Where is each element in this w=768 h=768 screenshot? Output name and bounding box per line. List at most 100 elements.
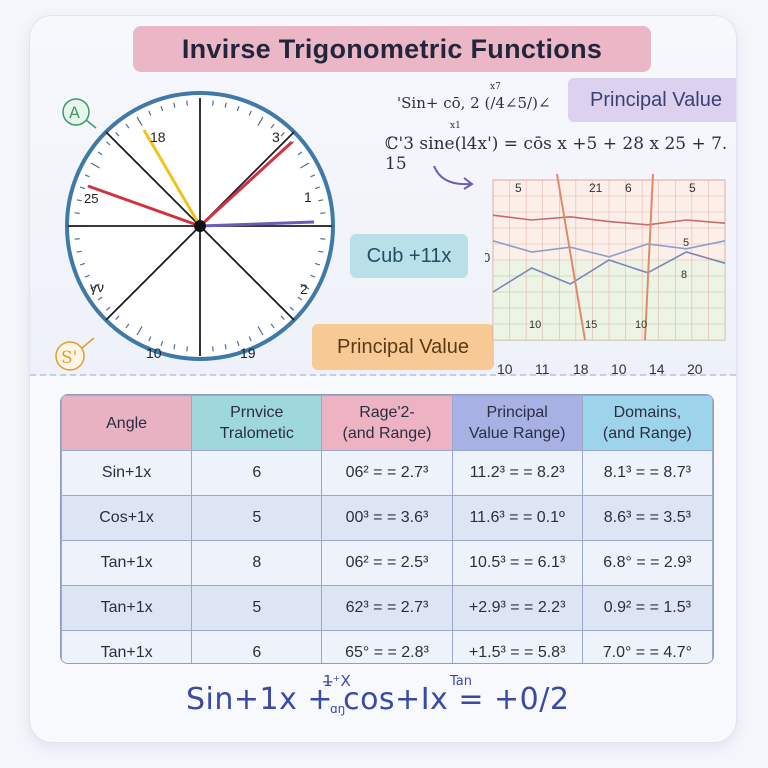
clock-label-10: 10 xyxy=(146,345,162,361)
tick-mark xyxy=(160,340,164,347)
tick-mark xyxy=(297,296,303,301)
diag-lr xyxy=(199,225,295,321)
purple-vector xyxy=(199,220,315,228)
section-divider xyxy=(30,374,736,376)
chart-x-tick-label: 18 xyxy=(573,361,589,376)
tick-mark xyxy=(320,238,326,240)
tick-mark xyxy=(115,131,120,137)
cell-domain: 8.1³ = = 8.7³ xyxy=(581,450,713,496)
cell-domain: 6.8° = = 2.9³ xyxy=(581,540,713,586)
tick-mark xyxy=(300,162,310,169)
tick-mark xyxy=(90,162,100,169)
table-row: Tan+1x 6 65° = = 2.8³ +1.5³ = = 5.8³ 7.0… xyxy=(61,630,713,663)
cell-angle: Cos+1x xyxy=(61,495,193,541)
clock-label-1: 1 xyxy=(304,189,312,205)
clock-label-25: 25 xyxy=(84,191,98,206)
tick-mark xyxy=(289,306,295,311)
clock-label-gamma: γν xyxy=(90,279,104,295)
cell-prnvice: 5 xyxy=(191,585,323,631)
chart-grid xyxy=(492,179,726,341)
cell-principal: 10.5³ = = 6.1³ xyxy=(451,540,583,586)
cell-principal: 11.6³ = = 0.1º xyxy=(451,495,583,541)
tick-mark xyxy=(84,174,90,178)
chart-top-label: 6 xyxy=(625,181,632,195)
center-dot xyxy=(194,220,206,232)
formula-line-1-superscript: x7 xyxy=(490,82,501,92)
cell-principal: +2.9³ = = 2.2³ xyxy=(451,585,583,631)
chart-series-line-0 xyxy=(492,240,726,258)
svg-text:S': S' xyxy=(61,348,77,368)
tick-mark xyxy=(224,102,227,108)
cell-range: 06² = = 2.5³ xyxy=(321,540,453,586)
tick-mark xyxy=(248,336,252,342)
tick-mark xyxy=(236,340,240,347)
red-vector-right xyxy=(198,140,294,228)
a-badge-icon: A xyxy=(62,98,97,129)
chart-x-tick-label: 11 xyxy=(535,361,550,376)
tick-mark xyxy=(314,262,321,266)
function-table: Angle Prnvice Tralometic Rage'2- (and Rang… xyxy=(60,394,714,664)
axis-lines xyxy=(68,98,332,356)
chart-series-line-2 xyxy=(492,251,726,293)
cell-range: 00³ = = 3.6³ xyxy=(321,495,453,541)
page-title: Invirse Trigonometric Functions xyxy=(181,33,603,64)
chart-top-label: 5 xyxy=(689,181,696,195)
tick-mark xyxy=(212,346,214,352)
tick-mark xyxy=(297,151,303,156)
tick-mark xyxy=(257,326,264,336)
cell-angle: Tan+1x xyxy=(61,585,193,631)
cell-principal: 11.2³ = = 8.2³ xyxy=(451,450,583,496)
tick-mark xyxy=(186,346,188,352)
header-angle: Angle xyxy=(61,395,193,451)
chart-labels: 10 11 18 10 14 20 0 5 21 6 5 10 15 10 8 5 xyxy=(485,181,703,376)
cell-domain: 0.9² = = 1.5³ xyxy=(581,585,713,631)
header-domains: Domains, (and Range) xyxy=(581,395,713,451)
tick-mark xyxy=(148,336,152,342)
cell-domain: 7.0° = = 4.7° xyxy=(581,630,713,663)
tick-mark xyxy=(76,199,82,202)
tick-mark xyxy=(270,323,275,329)
svg-text:A: A xyxy=(69,103,80,122)
tick-mark xyxy=(270,123,275,129)
cell-principal: +1.5³ = = 5.8³ xyxy=(451,630,583,663)
line-chart: 10 11 18 10 14 20 0 5 21 6 5 10 15 10 8 5 xyxy=(485,173,726,376)
cell-angle: Tan+1x xyxy=(61,540,193,586)
clock-label-18: 18 xyxy=(150,129,166,145)
tick-mark xyxy=(125,123,130,129)
cell-prnvice: 5 xyxy=(191,495,323,541)
tick-mark xyxy=(84,274,90,278)
scribble-subscript: ɑŋ xyxy=(330,702,346,716)
principal-value-badge-top: Principal Value xyxy=(568,78,736,122)
tick-mark xyxy=(173,102,176,108)
formula-line-2: ℂ'3 sine(l4x') = cōs x +5 + 28 x 25 + 7.… xyxy=(385,134,728,174)
table-row: Cos+1x 5 00³ = = 3.6³ 11.6³ = = 0.1º 8.6… xyxy=(61,495,713,541)
chart-x-tick-label: 14 xyxy=(649,361,665,376)
curved-arrow-icon xyxy=(433,165,474,190)
title-banner: Invirse Trigonometric Functions xyxy=(133,26,651,72)
red-vector-left xyxy=(87,184,201,228)
cell-range: 06² = = 2.7³ xyxy=(321,450,453,496)
tick-mark xyxy=(248,110,252,116)
tick-mark xyxy=(115,315,120,321)
table-row: Tan+1x 8 06² = = 2.5³ 10.5³ = = 6.1³ 6.8… xyxy=(61,540,713,586)
cell-prnvice: 6 xyxy=(191,450,323,496)
tick-mark xyxy=(148,110,152,116)
tick-mark xyxy=(310,174,316,178)
chart-series xyxy=(492,214,726,293)
chart-series-line-1 xyxy=(492,214,726,226)
tick-mark xyxy=(320,212,326,214)
tick-mark xyxy=(212,100,214,106)
tick-mark xyxy=(280,131,285,137)
chart-inner-label: 10 xyxy=(635,319,647,331)
chart-inner-label: 10 xyxy=(529,319,541,331)
clock-label-3: 3 xyxy=(272,129,280,145)
chart-top-label: 21 xyxy=(589,181,603,195)
cell-domain: 8.6³ = = 3.5³ xyxy=(581,495,713,541)
table-header-row: Angle Prnvice Tralometic Rage'2- (and Rang… xyxy=(61,395,713,451)
clock-label-19: 19 xyxy=(240,345,256,361)
yellow-vector xyxy=(142,129,202,227)
tick-mark xyxy=(318,250,324,253)
principal-value-badge-bottom: Principal Value xyxy=(312,324,494,370)
chart-arrow-left xyxy=(556,173,586,341)
cell-range: 62³ = = 2.7³ xyxy=(321,585,453,631)
